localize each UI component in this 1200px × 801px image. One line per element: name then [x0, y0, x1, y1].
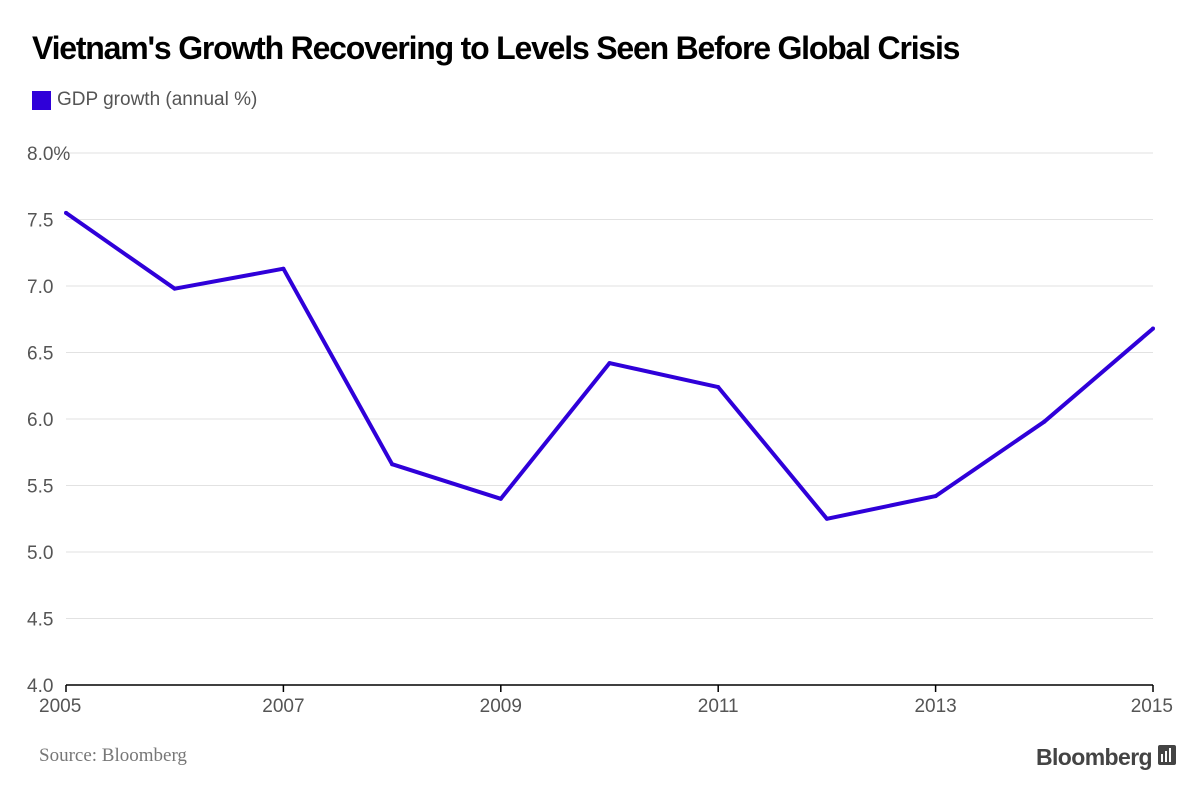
- y-tick-label: 8.0%: [27, 144, 70, 165]
- x-tick-label: 2011: [698, 696, 739, 717]
- x-axis: 2005 2007 2009 2011 2013 2015: [39, 684, 1173, 717]
- legend: GDP growth (annual %): [32, 89, 257, 111]
- data-point: [607, 361, 612, 366]
- data-point: [498, 496, 503, 501]
- x-tick-label: 2009: [480, 696, 522, 717]
- y-tick-label: 7.0: [27, 277, 53, 298]
- y-axis-ticks: 4.0 4.5 5.0 5.5 6.0 6.5 7.0 7.5 8.0%: [27, 144, 70, 697]
- data-point: [824, 516, 829, 521]
- y-tick-label: 6.0: [27, 410, 53, 431]
- data-point: [1042, 419, 1047, 424]
- y-tick-label: 4.0: [27, 676, 53, 697]
- y-tick-label: 5.5: [27, 477, 53, 498]
- bloomberg-chart-icon: [1158, 745, 1176, 770]
- brand-logo: Bloomberg: [1036, 744, 1176, 771]
- legend-swatch: [32, 90, 51, 110]
- gridlines: [66, 152, 1153, 619]
- source-note: Source: Bloomberg: [39, 745, 187, 766]
- y-tick-label: 5.0: [27, 543, 53, 564]
- x-tick-label: 2015: [1131, 696, 1173, 717]
- data-point: [716, 385, 721, 390]
- data-point: [1151, 326, 1155, 331]
- y-tick-label: 7.5: [27, 211, 53, 232]
- chart-title: Vietnam's Growth Recovering to Levels Se…: [32, 30, 960, 66]
- brand-text: Bloomberg: [1036, 744, 1153, 770]
- series: [64, 210, 1155, 521]
- y-tick-label: 4.5: [27, 610, 53, 631]
- x-tick-label: 2005: [39, 696, 81, 717]
- data-point: [64, 210, 68, 215]
- series-line-gdp-growth: [64, 211, 1155, 521]
- data-point: [933, 494, 938, 499]
- y-tick-label: 6.5: [27, 344, 53, 365]
- x-tick-label: 2013: [914, 696, 956, 717]
- data-point: [281, 266, 286, 271]
- x-tick-label: 2007: [262, 696, 304, 717]
- legend-label: GDP growth (annual %): [57, 89, 258, 110]
- data-point: [172, 286, 177, 291]
- data-point: [390, 462, 395, 467]
